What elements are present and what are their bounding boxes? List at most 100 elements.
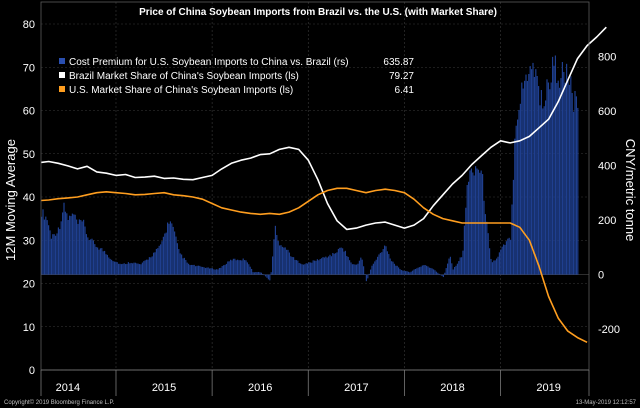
bar: [146, 259, 148, 275]
bar: [80, 220, 82, 275]
bar: [213, 269, 215, 275]
bar: [463, 225, 465, 275]
bar: [60, 221, 62, 275]
bar: [63, 202, 65, 275]
bar: [150, 257, 152, 275]
bar: [570, 76, 572, 275]
bar: [225, 263, 227, 275]
bar: [351, 264, 353, 275]
bar: [66, 213, 68, 275]
bar: [379, 252, 381, 275]
bar: [174, 231, 176, 275]
bar: [272, 256, 274, 275]
bar: [175, 236, 177, 275]
bar: [332, 252, 334, 275]
bar: [528, 73, 530, 275]
bar: [266, 274, 268, 278]
bar: [329, 254, 331, 275]
bar: [539, 105, 541, 275]
bar: [419, 267, 421, 275]
bar: [326, 257, 328, 275]
bar: [260, 272, 262, 275]
bar: [512, 179, 514, 275]
bar: [546, 79, 548, 275]
bar: [281, 246, 283, 275]
bar: [361, 259, 363, 275]
bar: [276, 235, 278, 275]
bar: [560, 78, 562, 275]
bar: [227, 261, 229, 275]
line-series: [40, 26, 607, 344]
bar: [190, 264, 192, 275]
bar: [319, 259, 321, 275]
bar: [368, 273, 370, 275]
bar: [542, 108, 544, 275]
bar: [298, 263, 300, 275]
bar: [468, 181, 470, 275]
bar: [490, 258, 492, 275]
y-left-tick-label: 30: [23, 235, 35, 247]
y-left-tick-label: 50: [23, 149, 35, 161]
bar: [567, 80, 569, 275]
bar: [168, 223, 170, 275]
bar: [134, 262, 136, 275]
bar: [435, 271, 437, 275]
bar: [64, 211, 66, 275]
x-tick-label: 2016: [248, 382, 272, 394]
bar: [118, 263, 120, 275]
y-left-tick-label: 60: [23, 106, 35, 118]
bar: [314, 260, 316, 275]
bar: [330, 256, 332, 275]
bar: [515, 125, 517, 275]
bar: [526, 80, 528, 275]
bar: [459, 257, 461, 275]
bar: [55, 235, 57, 275]
bar: [56, 233, 58, 275]
bar: [249, 266, 251, 275]
bar: [447, 263, 449, 275]
bar: [444, 272, 446, 275]
bar: [399, 269, 401, 275]
bar: [157, 248, 159, 275]
y-left-tick-label: 20: [23, 279, 35, 291]
bar: [280, 245, 282, 275]
bar: [87, 237, 89, 275]
bar: [304, 264, 306, 275]
bar: [148, 257, 150, 275]
bar: [283, 247, 285, 275]
bar: [364, 274, 366, 275]
bar: [426, 265, 428, 275]
bar: [253, 272, 255, 275]
bar: [295, 260, 297, 275]
bar: [97, 247, 99, 275]
y-left-tick-label: 70: [23, 62, 35, 74]
bar: [115, 261, 117, 275]
footer-copyright: Copyright© 2019 Bloomberg Finance L.P.: [4, 399, 115, 406]
axes: 0 10 20 30 40 50 60 70 80 -200 0 200 400 600 800 2014 20…: [23, 1, 620, 396]
bar: [74, 214, 76, 275]
bar: [234, 258, 236, 275]
bar: [414, 268, 416, 275]
bar: [76, 219, 78, 275]
bar: [521, 82, 523, 275]
bar: [122, 263, 124, 275]
bar: [318, 260, 320, 275]
bar: [78, 219, 80, 275]
bar: [384, 245, 386, 275]
bar: [518, 109, 520, 275]
bar: [438, 273, 440, 275]
bar: [346, 255, 348, 275]
bar: [433, 269, 435, 275]
bar: [147, 259, 149, 275]
bar: [349, 260, 351, 275]
legend-label: Brazil Market Share of China's Soybean I…: [69, 71, 299, 82]
bar: [571, 93, 573, 275]
bar: [267, 274, 269, 280]
bar: [423, 265, 425, 275]
bar: [421, 265, 423, 275]
bar: [269, 274, 271, 281]
bar: [540, 90, 542, 275]
bar: [106, 254, 108, 275]
bar: [375, 259, 377, 275]
